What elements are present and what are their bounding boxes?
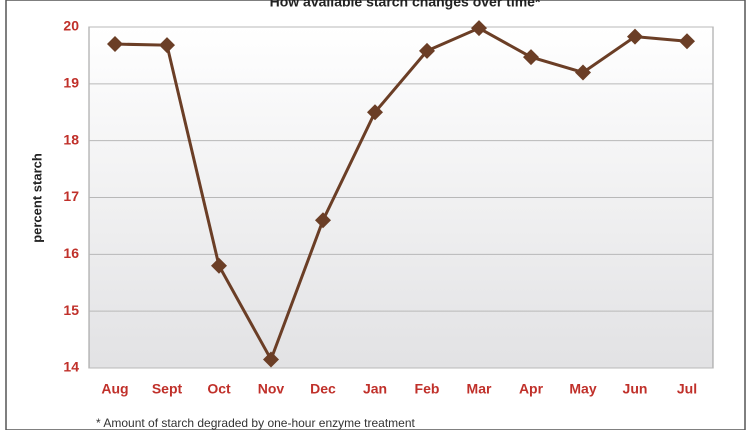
data-line [114,26,688,364]
y-tick-label: 15 [63,302,79,318]
data-marker [419,42,435,59]
data-marker [627,28,643,45]
x-tick-label: May [569,381,596,397]
x-tick-label: Jan [363,381,387,397]
chart-title: How available starch changes over time* [270,0,541,10]
data-marker [575,64,591,81]
data-marker [679,33,695,50]
x-tick-label: Dec [310,381,336,397]
x-tick-label: Nov [258,381,285,397]
data-marker [367,104,383,121]
frame [5,0,746,430]
x-tick-label: Apr [519,381,544,397]
x-tick-label: Oct [207,381,231,397]
footnote: * Amount of starch degraded by one-hour … [96,416,416,430]
data-marker [523,49,539,66]
data-marker [263,351,279,368]
data-marker [107,36,123,53]
y-tick-label: 20 [63,18,79,34]
data-marker [315,212,331,229]
data-marker [471,20,487,37]
y-tick-label: 16 [63,245,79,261]
y-tick-label: 19 [63,75,79,91]
data-marker [211,257,227,274]
data-marker [159,37,175,54]
y-tick-label: 17 [63,188,79,204]
x-tick-label: Jul [677,381,697,397]
x-tick-label: Feb [415,381,440,397]
x-tick-label: Mar [467,381,492,397]
x-tick-label: Jun [623,381,648,397]
x-tick-label: Aug [101,381,128,397]
y-tick-label: 14 [63,359,79,375]
y-axis-label: percent starch [29,153,44,243]
y-tick-label: 18 [63,131,79,147]
x-tick-label: Sept [152,381,183,397]
